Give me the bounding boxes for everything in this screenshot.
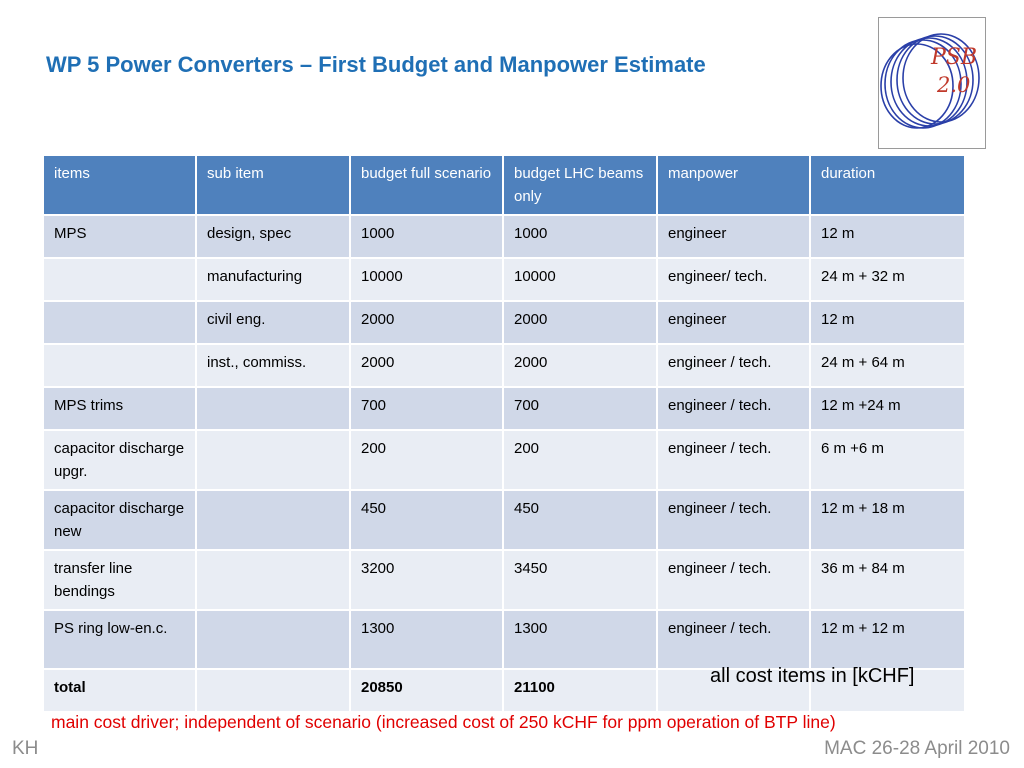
cell-sub-item xyxy=(195,668,351,713)
cell-budget-lhc-total: 21100 xyxy=(502,668,658,713)
cell-budget-full: 700 xyxy=(349,386,504,431)
cell-manpower: engineer xyxy=(656,214,811,259)
cell-duration: 6 m +6 m xyxy=(809,429,966,491)
cell-sub-item: civil eng. xyxy=(195,300,351,345)
table-row: capacitor discharge upgr. 200 200 engine… xyxy=(42,429,966,491)
logo-text-version: 2.0 xyxy=(936,73,970,97)
cell-manpower: engineer xyxy=(656,300,811,345)
table-header-row: items sub item budget full scenario budg… xyxy=(42,154,966,216)
cell-item: transfer line bendings xyxy=(42,549,197,611)
cell-manpower xyxy=(656,668,811,713)
cell-budget-lhc: 1300 xyxy=(502,609,658,670)
table-row: MPS trims 700 700 engineer / tech. 12 m … xyxy=(42,386,966,431)
main-cost-driver-note: main cost driver; independent of scenari… xyxy=(51,712,836,732)
cell-item xyxy=(42,257,197,302)
cost-units-note: all cost items in [kCHF] xyxy=(710,665,915,687)
cell-sub-item xyxy=(195,489,351,551)
cell-budget-lhc: 2000 xyxy=(502,300,658,345)
cell-sub-item xyxy=(195,429,351,491)
cell-duration: 12 m xyxy=(809,300,966,345)
slide-title: WP 5 Power Converters – First Budget and… xyxy=(46,52,706,77)
psb-logo: PSB 2.0 xyxy=(878,17,986,149)
header-items: items xyxy=(42,154,197,216)
cell-item: capacitor discharge upgr. xyxy=(42,429,197,491)
cell-budget-full: 3200 xyxy=(349,549,504,611)
budget-table-wrapper: items sub item budget full scenario budg… xyxy=(42,154,966,713)
cell-budget-lhc: 700 xyxy=(502,386,658,431)
cell-manpower: engineer / tech. xyxy=(656,386,811,431)
cell-sub-item xyxy=(195,386,351,431)
header-sub-item: sub item xyxy=(195,154,351,216)
header-duration: duration xyxy=(809,154,966,216)
cell-item: MPS trims xyxy=(42,386,197,431)
header-budget-lhc: budget LHC beams only xyxy=(502,154,658,216)
cell-budget-full: 2000 xyxy=(349,300,504,345)
table-row: capacitor discharge new 450 450 engineer… xyxy=(42,489,966,551)
footer-author: KH xyxy=(12,738,39,759)
cell-item xyxy=(42,300,197,345)
cell-sub-item xyxy=(195,549,351,611)
cell-manpower: engineer / tech. xyxy=(656,429,811,491)
cell-budget-full: 2000 xyxy=(349,343,504,388)
cell-manpower: engineer / tech. xyxy=(656,609,811,670)
psb-logo-graphic: PSB 2.0 xyxy=(880,33,980,129)
cell-budget-full: 450 xyxy=(349,489,504,551)
cell-budget-lhc: 10000 xyxy=(502,257,658,302)
cell-budget-full: 1000 xyxy=(349,214,504,259)
cell-manpower: engineer / tech. xyxy=(656,489,811,551)
cell-manpower: engineer / tech. xyxy=(656,549,811,611)
cell-item: PS ring low-en.c. xyxy=(42,609,197,670)
cell-duration xyxy=(809,668,966,713)
header-budget-full: budget full scenario xyxy=(349,154,504,216)
cell-budget-full: 200 xyxy=(349,429,504,491)
table-row: transfer line bendings 3200 3450 enginee… xyxy=(42,549,966,611)
cell-duration: 12 m +24 m xyxy=(809,386,966,431)
cell-budget-lhc: 2000 xyxy=(502,343,658,388)
table-row: manufacturing 10000 10000 engineer/ tech… xyxy=(42,257,966,302)
table-row: MPS design, spec 1000 1000 engineer 12 m xyxy=(42,214,966,259)
cell-item: MPS xyxy=(42,214,197,259)
cell-duration: 36 m + 84 m xyxy=(809,549,966,611)
cell-duration: 24 m + 32 m xyxy=(809,257,966,302)
cell-manpower: engineer / tech. xyxy=(656,343,811,388)
cell-sub-item xyxy=(195,609,351,670)
table-row: civil eng. 2000 2000 engineer 12 m xyxy=(42,300,966,345)
cell-item xyxy=(42,343,197,388)
header-manpower: manpower xyxy=(656,154,811,216)
cell-budget-lhc: 3450 xyxy=(502,549,658,611)
budget-table: items sub item budget full scenario budg… xyxy=(42,154,966,713)
cell-budget-full: 10000 xyxy=(349,257,504,302)
cell-duration: 12 m + 12 m xyxy=(809,609,966,670)
cell-duration: 12 m + 18 m xyxy=(809,489,966,551)
cell-sub-item: manufacturing xyxy=(195,257,351,302)
logo-text-psb: PSB xyxy=(930,45,977,70)
cell-sub-item: inst., commiss. xyxy=(195,343,351,388)
cell-item: capacitor discharge new xyxy=(42,489,197,551)
footer-event-date: MAC 26-28 April 2010 xyxy=(824,738,1010,759)
table-total-row: total 20850 21100 xyxy=(42,668,966,713)
cell-duration: 24 m + 64 m xyxy=(809,343,966,388)
cell-sub-item: design, spec xyxy=(195,214,351,259)
cell-manpower: engineer/ tech. xyxy=(656,257,811,302)
cell-budget-full-total: 20850 xyxy=(349,668,504,713)
cell-budget-lhc: 1000 xyxy=(502,214,658,259)
cell-item-total: total xyxy=(42,668,197,713)
cell-duration: 12 m xyxy=(809,214,966,259)
cell-budget-full: 1300 xyxy=(349,609,504,670)
table-row: inst., commiss. 2000 2000 engineer / tec… xyxy=(42,343,966,388)
cell-budget-lhc: 450 xyxy=(502,489,658,551)
cell-budget-lhc: 200 xyxy=(502,429,658,491)
table-row: PS ring low-en.c. 1300 1300 engineer / t… xyxy=(42,609,966,670)
